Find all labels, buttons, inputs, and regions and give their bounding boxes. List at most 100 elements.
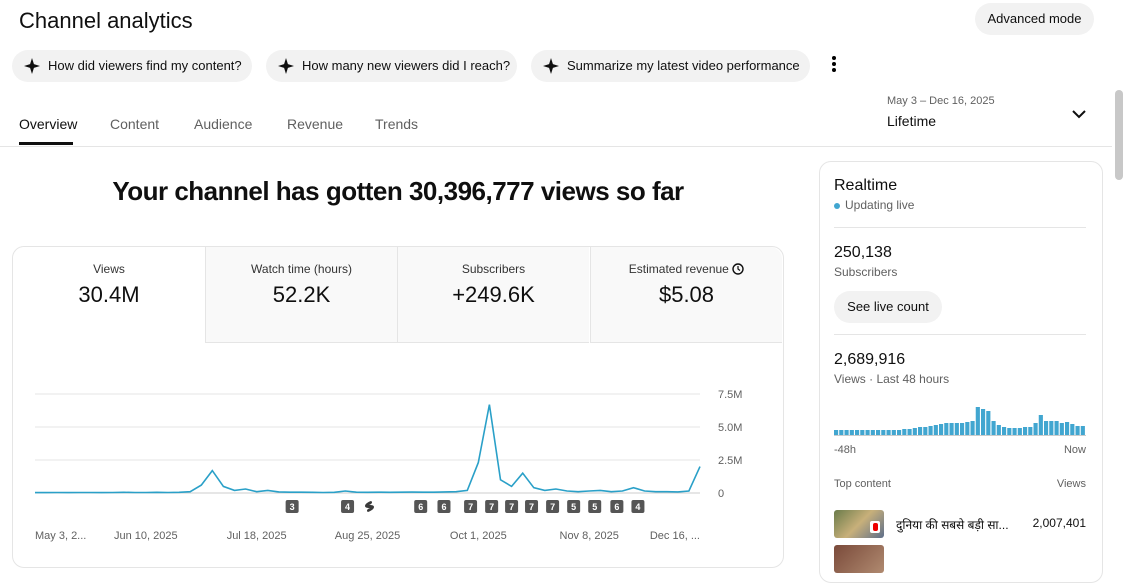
event-marker [485, 500, 499, 513]
metric-tab[interactable]: Subscribers +249.6K [397, 247, 589, 343]
event-marker [341, 500, 355, 513]
page-title: Channel analytics [19, 8, 193, 33]
shorts-marker [365, 501, 374, 512]
x-tick-label: Jun 10, 2025 [114, 530, 178, 542]
event-marker-label: 7 [509, 502, 514, 512]
tab[interactable]: Audience [194, 116, 253, 132]
live-status: Updating live [845, 198, 915, 212]
metric-label-text: Estimated revenue [628, 262, 729, 276]
bar [865, 430, 870, 435]
bar [849, 430, 854, 435]
metric-tab[interactable]: Watch time (hours) 52.2K [205, 247, 397, 343]
headline: Your channel has gotten 30,396,777 views… [112, 176, 684, 206]
metric-label: Estimated revenue [591, 262, 782, 276]
bar [1075, 426, 1080, 435]
bar [1049, 421, 1054, 435]
x-tick-label: Nov 8, 2025 [560, 530, 619, 542]
clock-icon [732, 263, 744, 275]
event-marker [546, 500, 560, 513]
bar [1054, 421, 1059, 435]
tab-underline [19, 142, 73, 145]
dropdown-chevron[interactable] [1071, 107, 1087, 121]
bar [912, 428, 917, 435]
advanced-mode-button[interactable]: Advanced mode [975, 3, 1094, 35]
metric-tab[interactable]: Views 30.4M [13, 247, 205, 343]
event-marker-label: 5 [592, 502, 597, 512]
bar [981, 409, 986, 435]
bar [970, 421, 975, 435]
bar [944, 423, 949, 435]
more-menu[interactable] [826, 54, 842, 76]
bar [1038, 415, 1043, 435]
metric-tab[interactable]: Estimated revenue $5.08 [590, 247, 782, 343]
divider [0, 146, 1112, 147]
event-marker-label: 6 [418, 502, 423, 512]
tab[interactable]: Content [110, 116, 160, 132]
shorts-badge [870, 521, 880, 533]
x-tick-label: -48h [834, 444, 856, 456]
event-marker-label: 7 [489, 502, 494, 512]
bar [1002, 427, 1007, 435]
bar [1007, 428, 1012, 435]
video-title[interactable]: दुनिया की सबसे बड़ी सा... [896, 518, 1009, 532]
event-marker-label: 3 [290, 502, 295, 512]
tab[interactable]: Trends [375, 116, 419, 132]
y-tick-label: 7.5M [718, 389, 742, 401]
event-marker [588, 500, 602, 513]
event-marker-label: 7 [468, 502, 473, 512]
charts: 0 2.5M 5.0M 7.5M May 3, 2... Jun 10, 2025 Jul … [35, 389, 1086, 542]
suggestion-chip[interactable]: Summarize my latest video performance [531, 50, 810, 82]
bar [1065, 422, 1070, 435]
bar [960, 423, 965, 435]
event-marker [464, 500, 478, 513]
event-marker [437, 500, 451, 513]
date-period[interactable]: Lifetime [887, 113, 937, 129]
views-label: Views · Last 48 hours [834, 372, 950, 386]
event-marker-label: 6 [614, 502, 619, 512]
bar [1044, 421, 1049, 435]
suggestion-chip[interactable]: How did viewers find my content? [12, 50, 252, 82]
divider [834, 334, 1086, 335]
tab[interactable]: Revenue [287, 116, 344, 132]
bar [834, 430, 839, 435]
bar [954, 423, 959, 435]
live-dot [834, 203, 840, 209]
bar [1017, 428, 1022, 435]
event-marker-label: 7 [529, 502, 534, 512]
x-tick-label: Jul 18, 2025 [227, 530, 287, 542]
bar [923, 427, 928, 435]
event-marker [610, 500, 624, 513]
y-tick-label: 5.0M [718, 422, 742, 434]
event-marker [631, 500, 645, 513]
scrollbar[interactable] [1115, 90, 1123, 180]
bar [870, 430, 875, 435]
bar [839, 430, 844, 435]
realtime-title: Realtime [834, 177, 898, 194]
bar [996, 425, 1001, 435]
metric-label: Views [93, 262, 125, 276]
page: Channel analytics Advanced mode How did … [0, 0, 1125, 554]
event-marker [567, 500, 581, 513]
bar [1059, 423, 1064, 435]
bar [881, 430, 886, 435]
bar [928, 426, 933, 435]
event-marker-label: 6 [441, 502, 446, 512]
bar [986, 411, 991, 435]
y-tick-label: 0 [718, 488, 724, 500]
bar [1012, 428, 1017, 435]
suggestion-chip[interactable]: How many new viewers did I reach? [266, 50, 517, 82]
bar [1023, 427, 1028, 435]
bar [975, 407, 980, 435]
bar [991, 421, 996, 435]
event-marker [285, 500, 299, 513]
metric-label: Watch time (hours) [251, 262, 352, 276]
date-range: May 3 – Dec 16, 2025 [887, 95, 995, 107]
top-content-label: Top content [834, 478, 891, 490]
tab[interactable]: Overview [19, 116, 78, 132]
metric-value: +249.6K [452, 282, 535, 307]
live-count-button[interactable]: See live count [834, 291, 942, 323]
bar [897, 430, 902, 435]
divider [834, 227, 1086, 228]
bar [876, 430, 881, 435]
views-count: 2,689,916 [834, 351, 906, 368]
